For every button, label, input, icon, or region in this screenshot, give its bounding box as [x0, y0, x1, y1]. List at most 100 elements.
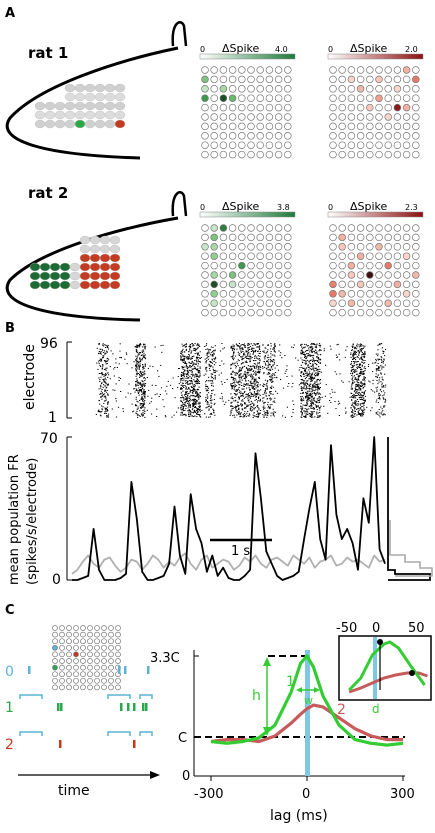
spike-tick — [249, 368, 251, 370]
spike-tick — [350, 415, 352, 417]
spike-tick — [106, 350, 108, 352]
spike-tick — [247, 398, 249, 400]
spike-tick — [359, 348, 361, 350]
spike-tick — [119, 350, 121, 352]
spike-tick — [184, 394, 186, 395]
spike-tick — [142, 356, 144, 358]
spike-tick — [317, 412, 319, 414]
spike-tick — [312, 407, 314, 409]
spike-tick — [221, 383, 223, 385]
spike-tick — [338, 400, 340, 402]
spike-tick — [207, 392, 210, 394]
spike-tick — [192, 345, 194, 347]
spike-tick — [198, 395, 201, 397]
spike-tick — [136, 359, 138, 361]
spike-tick — [265, 411, 267, 413]
electrode — [256, 150, 264, 159]
electrode — [66, 644, 72, 651]
spike-tick — [235, 385, 237, 387]
spike-tick — [189, 405, 191, 406]
spike-tick — [376, 368, 378, 370]
spike-tick — [314, 390, 316, 392]
electrode — [265, 224, 274, 232]
electrode — [329, 150, 337, 159]
electrode — [393, 122, 402, 131]
spike-tick — [183, 405, 185, 407]
electrode — [80, 664, 86, 671]
spike-tick — [160, 364, 162, 366]
spike-tick — [380, 381, 382, 383]
electrode — [256, 113, 264, 121]
electrode — [393, 141, 402, 149]
electrode — [59, 651, 65, 658]
spike-tick — [352, 405, 354, 407]
spike-tick — [352, 412, 354, 414]
electrode — [87, 658, 93, 664]
spike-tick — [267, 412, 269, 414]
spike-tick — [358, 346, 360, 348]
spike-tick — [144, 373, 146, 375]
spike-tick — [142, 393, 144, 395]
spike-tick — [195, 376, 197, 378]
spike-tick — [104, 373, 107, 375]
electrode — [347, 224, 356, 232]
spike-tick — [362, 360, 364, 361]
spike-tick — [311, 414, 313, 416]
spike-tick — [352, 346, 354, 348]
spike-tick — [350, 362, 352, 364]
spike-tick — [270, 356, 272, 358]
spike-tick — [246, 387, 248, 389]
spike-tick — [308, 360, 310, 362]
spike-tick — [303, 372, 305, 374]
spike-tick — [231, 373, 233, 375]
spike-tick — [193, 376, 195, 378]
electrode — [115, 638, 121, 645]
spike-tick — [248, 395, 250, 396]
electrode — [238, 113, 246, 121]
spike-tick — [339, 373, 341, 375]
spike-tick — [271, 404, 273, 406]
array-electrode — [79, 253, 91, 263]
spike-tick — [353, 361, 356, 363]
spike-tick — [142, 405, 144, 407]
spike-tick — [98, 343, 100, 345]
spike-tick — [353, 364, 355, 366]
spike-tick — [144, 395, 146, 397]
spike-tick — [311, 407, 313, 409]
spike-tick — [208, 376, 210, 378]
spike-tick — [238, 377, 241, 379]
spike-tick — [183, 394, 186, 396]
spike-tick — [264, 356, 267, 358]
spike-tick — [356, 361, 358, 363]
spike-tick — [267, 369, 269, 371]
electrode — [219, 113, 228, 121]
spike-tick — [309, 412, 311, 414]
spike-tick — [147, 367, 149, 369]
spike-tick — [182, 345, 184, 347]
spike-tick — [102, 395, 104, 397]
spike-tick — [359, 385, 362, 387]
spike-tick — [361, 386, 363, 387]
spike-tick — [256, 344, 258, 345]
spike-tick — [242, 366, 244, 368]
spike-tick — [136, 371, 138, 373]
spike-tick — [106, 360, 108, 362]
spike-tick — [316, 367, 318, 369]
spike-tick — [250, 373, 252, 375]
electrode — [219, 150, 228, 159]
spike-tick — [310, 403, 313, 405]
spike-tick — [258, 376, 260, 378]
spike-tick — [248, 349, 251, 350]
spike-tick — [309, 354, 311, 356]
spike-tick — [258, 409, 260, 411]
spike-tick — [263, 384, 265, 386]
spike-tick — [136, 408, 138, 410]
spike-tick — [237, 404, 239, 406]
rat1-array-3d — [34, 83, 126, 129]
spike-tick — [190, 352, 192, 354]
spike-tick — [143, 374, 145, 376]
spike-tick — [181, 351, 184, 353]
spike-tick — [336, 357, 338, 358]
spike-tick — [107, 402, 109, 404]
spike-tick — [250, 376, 252, 378]
